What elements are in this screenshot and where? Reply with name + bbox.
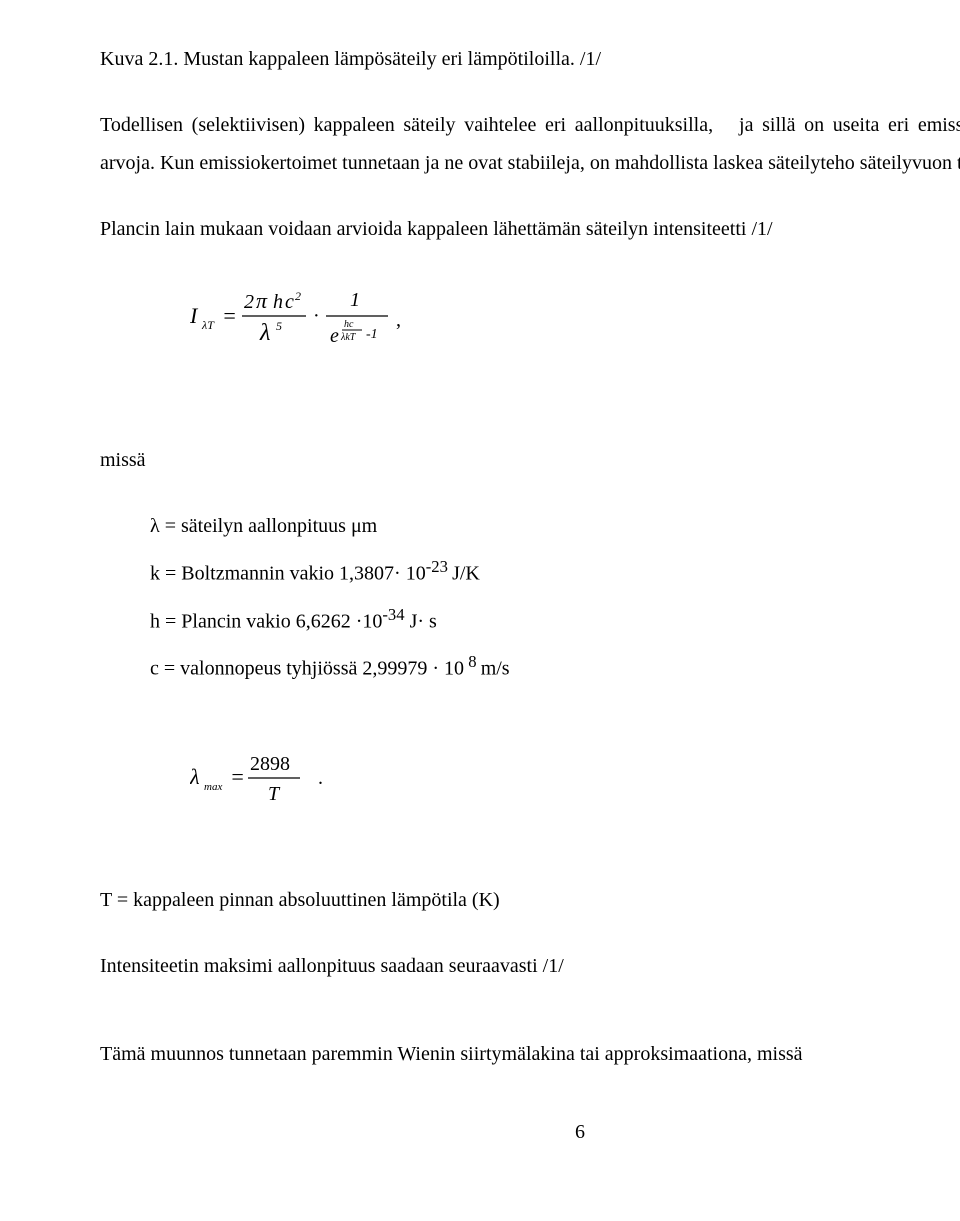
sym-minus1: -1 <box>366 327 378 342</box>
sym-five: 5 <box>276 319 282 333</box>
wien-formula-svg: λ max = 2898 T . <box>190 748 390 808</box>
sym-c-sq: 2 <box>295 289 301 303</box>
sym-exp-hc: hc <box>344 319 354 330</box>
sym-c: c <box>285 291 294 313</box>
sym-cdot: · <box>313 305 320 327</box>
sym-h: h <box>273 291 283 313</box>
def-c-exp: 8 <box>464 652 481 671</box>
sym-I: I <box>190 303 199 328</box>
def-h-a: h = Plancin vakio 6,6262 ·10 <box>150 610 382 632</box>
equation-wien: λ max = 2898 T . <box>100 748 960 821</box>
def-k: k = Boltzmannin vakio 1,3807· 10-23 J/K <box>100 551 960 593</box>
planck-formula-svg: I λT = 2 π h c 2 λ 5 · 1 e hc λkT -1 , <box>190 278 440 358</box>
def-c-a: c = valonnopeus tyhjiössä 2,99979 · 10 <box>150 658 464 680</box>
sym-one: 1 <box>350 289 360 311</box>
sym-lambdaT-sub: λT <box>201 318 215 332</box>
w-max: max <box>204 781 222 793</box>
def-k-exp: -23 <box>426 557 452 576</box>
paragraph-intro-line1a: Todellisen (selektiivisen) kappaleen sät… <box>100 114 713 136</box>
where-label: missä <box>100 441 960 479</box>
def-c-b: m/s <box>481 658 510 680</box>
equation-wien-row: λ max = 2898 T . (2.3) <box>100 748 960 821</box>
symbol-definitions: λ = säteilyn aallonpituus μm k = Boltzma… <box>100 507 960 688</box>
def-h-b: J· s <box>405 610 437 632</box>
equation-planck-row: I λT = 2 π h c 2 λ 5 · 1 e hc λkT -1 , <box>100 278 960 371</box>
sym-eq: = <box>222 303 237 328</box>
w-T: T <box>268 783 281 805</box>
sym-exp-lkT: λkT <box>340 332 357 343</box>
def-c: c = valonnopeus tyhjiössä 2,99979 · 10 8… <box>100 646 960 688</box>
figure-caption: Kuva 2.1. Mustan kappaleen lämpösäteily … <box>100 40 960 78</box>
paragraph-intro-line1b: ja sillä on useita eri <box>739 114 909 136</box>
def-h: h = Plancin vakio 6,6262 ·10-34 J· s <box>100 599 960 641</box>
w-eq: = <box>230 764 245 789</box>
paragraph-intensity-max: Intensiteetin maksimi aallonpituus saada… <box>100 947 960 985</box>
sym-lambda-den: λ <box>259 320 270 346</box>
equation-planck: I λT = 2 π h c 2 λ 5 · 1 e hc λkT -1 , <box>100 278 960 371</box>
def-k-a: k = Boltzmannin vakio 1,3807· 10 <box>150 563 426 585</box>
paragraph-planck-intro: Plancin lain mukaan voidaan arvioida kap… <box>100 210 960 248</box>
def-k-b: J/K <box>452 563 480 585</box>
paragraph-wien-note: Tämä muunnos tunnetaan paremmin Wienin s… <box>100 1035 960 1073</box>
def-T: T = kappaleen pinnan absoluuttinen lämpö… <box>100 881 960 919</box>
w-lambda: λ <box>190 764 200 789</box>
sym-e: e <box>330 325 339 347</box>
sym-2: 2 <box>244 291 254 313</box>
sym-comma: , <box>396 309 401 331</box>
w-dot: . <box>318 767 323 789</box>
sym-pi: π <box>256 288 268 313</box>
paragraph-intro: Todellisen (selektiivisen) kappaleen sät… <box>100 106 960 182</box>
def-h-exp: -34 <box>382 605 404 624</box>
page-number: 6 <box>100 1113 960 1151</box>
def-lambda: λ = säteilyn aallonpituus μm <box>100 507 960 545</box>
w-num: 2898 <box>250 753 290 775</box>
